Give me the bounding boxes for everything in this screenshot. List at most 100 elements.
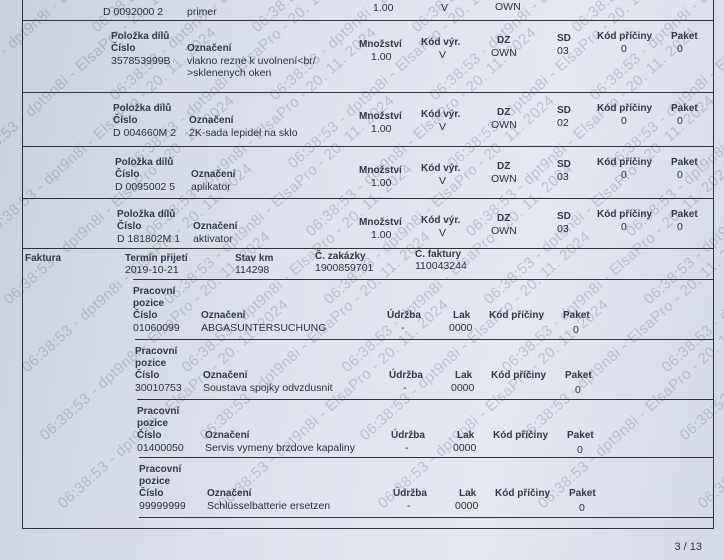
manufacturer-code-label: Kód výr. <box>421 215 461 226</box>
work-position-row: Pracovní pozice Číslo 01400050 Označení Servi… <box>137 399 713 458</box>
package-label: Paket <box>671 157 698 168</box>
package-label: Paket <box>569 488 596 499</box>
work-position-label: Pracovní <box>133 286 176 297</box>
reason-code-label: Kód příčiny <box>493 430 549 441</box>
received-date-label: Termín přijetí <box>125 253 188 264</box>
work-position-row: Pracovní pozice Číslo 01060099 Označení ABGAS… <box>133 279 713 338</box>
part-package: 0 <box>677 115 683 127</box>
reason-code-label: Kód příčiny <box>495 488 551 499</box>
work-package: 0 <box>573 324 579 336</box>
invoice-number-label: Č. faktury <box>415 249 462 260</box>
number-label: Číslo <box>117 221 142 232</box>
part-reason-code: 0 <box>621 115 627 127</box>
package-label: Paket <box>671 31 698 42</box>
part-dz: OWN <box>491 173 517 185</box>
part-package: 0 <box>677 43 683 55</box>
part-quantity: 1.00 <box>371 51 392 63</box>
work-position-label2: pozice <box>135 358 167 369</box>
package-label: Paket <box>565 370 592 381</box>
work-position-label: Pracovní <box>139 464 182 475</box>
work-description: ABGASUNTERSUCHUNG <box>201 322 327 334</box>
invoice-label: Faktura <box>25 253 62 264</box>
part-row: Položka dílů Číslo Označení D 0095002 5 apli… <box>23 146 713 199</box>
part-reason-code: 0 <box>621 221 627 233</box>
part-description: vlakno rezne k uvolnení<br/ <box>187 55 316 67</box>
part-description: aplikator <box>191 181 231 193</box>
work-maintenance: - <box>403 382 407 394</box>
work-number: 99999999 <box>139 500 186 512</box>
dz-label: DZ <box>497 107 511 118</box>
part-sd: 03 <box>557 45 569 57</box>
number-label: Číslo <box>135 370 160 381</box>
work-position-row: Pracovní pozice Číslo 30010753 Označení Soust… <box>135 339 713 398</box>
paint-label: Lak <box>457 430 475 441</box>
part-package: 0 <box>677 221 683 233</box>
part-code: V <box>439 227 447 239</box>
part-code: V <box>439 175 447 187</box>
part-dz: OWN <box>491 47 517 59</box>
work-number: 01060099 <box>133 322 180 334</box>
number-label: Číslo <box>115 169 140 180</box>
part-dz: OWN <box>491 225 517 237</box>
description-label: Označení <box>189 115 234 126</box>
part-dz: OWN <box>491 119 517 131</box>
part-sd: 03 <box>557 171 569 183</box>
number-label: Číslo <box>113 115 138 126</box>
work-paint: 0000 <box>455 500 479 512</box>
part-sd: 03 <box>557 223 569 235</box>
part-description-cont: >sklenenych oken <box>187 67 272 79</box>
part-sd: 02 <box>557 117 569 129</box>
work-package: 0 <box>579 502 585 514</box>
work-position-label2: pozice <box>133 298 165 309</box>
part-dz: OWN <box>495 1 521 13</box>
part-number: 357853999B <box>111 55 171 67</box>
part-code: V <box>439 121 447 133</box>
part-description: 2K-sada lepidel na sklo <box>189 127 298 139</box>
manufacturer-code-label: Kód výr. <box>421 109 461 120</box>
work-paint: 0000 <box>449 322 473 334</box>
sd-label: SD <box>557 105 571 116</box>
part-row: Položka dílů Číslo Označení D 004660M 2 2K-s… <box>23 92 713 147</box>
part-number: D 0095002 5 <box>115 181 176 193</box>
work-position-label: Pracovní <box>137 406 180 417</box>
part-quantity: 1.00 <box>373 2 394 14</box>
maintenance-label: Údržba <box>389 370 423 381</box>
reason-code-label: Kód příčiny <box>597 31 653 42</box>
work-maintenance: - <box>407 500 411 512</box>
maintenance-label: Údržba <box>387 310 421 321</box>
part-description: primer <box>187 6 217 18</box>
number-label: Číslo <box>137 430 162 441</box>
description-label: Označení <box>201 310 246 321</box>
manufacturer-code-label: Kód výr. <box>421 163 461 174</box>
description-label: Označení <box>203 370 248 381</box>
work-description: Schlüsselbatterie ersetzen <box>207 500 331 512</box>
work-package: 0 <box>577 444 583 456</box>
part-code: V <box>441 2 449 14</box>
quantity-label: Množství <box>359 217 402 228</box>
number-label: Číslo <box>139 488 164 499</box>
part-item-label: Položka dílů <box>115 157 174 168</box>
maintenance-label: Údržba <box>393 488 427 499</box>
package-label: Paket <box>671 103 698 114</box>
reason-code-label: Kód příčiny <box>597 209 653 220</box>
work-paint: 0000 <box>451 382 475 394</box>
invoice-section: Faktura Termín přijetí 2019-10-21 Stav km 11… <box>23 248 713 527</box>
manufacturer-code-label: Kód výr. <box>421 37 461 48</box>
work-description: Servis vymeny brzdove kapaliny <box>205 442 355 454</box>
part-item-label: Položka dílů <box>111 31 170 42</box>
mileage: 114298 <box>235 264 270 276</box>
part-quantity: 1.00 <box>371 229 392 241</box>
received-date: 2019-10-21 <box>125 264 179 276</box>
sd-label: SD <box>557 33 571 44</box>
part-row: Položka dílů Číslo Označení D 181802M 1 akti… <box>23 198 713 249</box>
work-description: Soustava spojky odvzdusnit <box>203 382 333 394</box>
paint-label: Lak <box>459 488 477 499</box>
work-position-row: Pracovní pozice Číslo 99999999 Označení Schlü… <box>139 457 713 516</box>
part-code: V <box>439 49 447 61</box>
number-label: Číslo <box>111 43 136 54</box>
work-position-label2: pozice <box>137 418 169 429</box>
description-label: Označení <box>187 43 232 54</box>
reason-code-label: Kód příčiny <box>597 103 653 114</box>
work-maintenance: - <box>401 322 405 334</box>
part-quantity: 1.00 <box>371 123 392 135</box>
